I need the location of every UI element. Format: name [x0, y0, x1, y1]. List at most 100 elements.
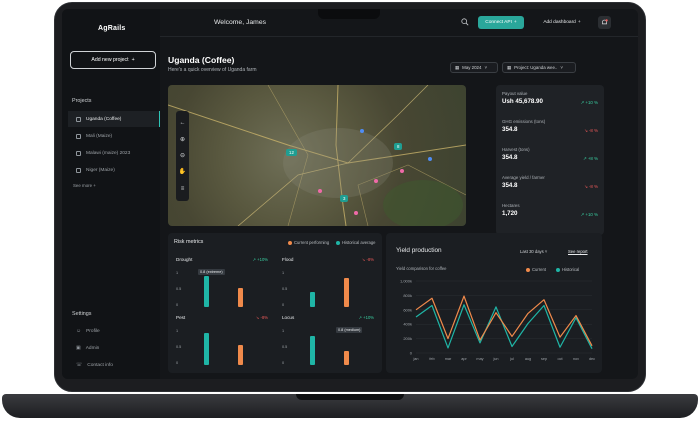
connect-api-button[interactable]: Connect API + — [478, 16, 524, 29]
x-tick-label: mar — [445, 357, 452, 361]
cluster-count: 12 — [289, 150, 294, 155]
risk-name: Pest — [176, 315, 186, 320]
y-tick-label: 1,000k — [400, 279, 412, 284]
historical-bar[interactable] — [310, 291, 315, 307]
farm-map[interactable]: ← ⊕ ⊖ ✋ ≡ 12 8 3 — [168, 85, 466, 226]
add-project-button[interactable]: Add new project + — [70, 51, 156, 69]
laptop-base-notch — [296, 394, 404, 400]
sidebar-item-label: Profile — [86, 328, 100, 334]
sliders-icon[interactable]: ≡ — [180, 185, 185, 192]
x-tick-label: oct — [557, 357, 563, 361]
map-pin-icon[interactable] — [400, 169, 404, 173]
legend-swatch — [336, 240, 340, 245]
zoom-out-icon[interactable]: ⊖ — [179, 152, 186, 159]
sidebar-item-uganda[interactable]: Uganda (Coffee) — [68, 111, 160, 127]
phone-icon: ☏ — [76, 362, 83, 368]
kpi-payout: Payout value Ush 45,678.90 ↗ +10 % — [502, 91, 598, 105]
see-report-link[interactable]: See report — [568, 249, 588, 254]
x-tick-label: jun — [492, 357, 498, 361]
plus-icon: + — [513, 20, 517, 25]
date-filter[interactable]: ▦ May 2024 ˅ — [450, 62, 498, 73]
period-value: Last 30 days — [520, 249, 544, 254]
add-dashboard-button[interactable]: Add dashboard + — [536, 16, 588, 29]
series-line-historical[interactable] — [415, 304, 593, 349]
legend-label: Historical average — [342, 240, 376, 245]
current-bar[interactable] — [344, 278, 349, 307]
project-filter[interactable]: ▦ Project: Uganda wee.. ˅ — [502, 62, 576, 73]
see-more-link[interactable]: See more + — [73, 183, 96, 188]
welcome-text: Welcome, James — [214, 19, 266, 26]
calendar-icon: ▦ — [455, 64, 460, 70]
sidebar-item-niger[interactable]: Niger (Maize) — [68, 162, 160, 178]
folder-icon: ▦ — [507, 64, 512, 70]
risk-change: ↘ -8% — [255, 315, 268, 320]
sidebar-item-admin[interactable]: ▣ Admin — [68, 340, 160, 356]
top-bar: Welcome, James Connect API + Add dashboa… — [160, 9, 638, 37]
legend-label: Current — [532, 267, 546, 272]
camera-notch — [318, 9, 380, 19]
hand-pan-icon[interactable]: ✋ — [178, 169, 187, 176]
tick-label: 0 — [176, 361, 179, 365]
current-bar[interactable] — [238, 344, 243, 365]
map-cluster-marker[interactable]: 8 — [394, 143, 403, 150]
map-toolbar: ← ⊕ ⊖ ✋ ≡ — [176, 111, 189, 201]
app-logo[interactable]: AgRails — [98, 25, 126, 32]
sidebar-item-mali[interactable]: Mali (Maize) — [68, 128, 160, 144]
zoom-in-icon[interactable]: ⊕ — [179, 136, 186, 143]
kpi-change: ↘ -8 % — [584, 184, 598, 189]
x-tick-label: dec — [589, 357, 595, 361]
historical-bar[interactable] — [204, 332, 209, 365]
cluster-count: 8 — [397, 144, 400, 149]
series-line-current[interactable] — [415, 295, 593, 347]
map-pin-icon[interactable] — [318, 189, 322, 193]
sidebar-item-profile[interactable]: ☺ Profile — [68, 323, 160, 339]
kpi-label: Average yield / farmer — [502, 175, 545, 180]
kpi-value: 1,720 — [502, 210, 518, 217]
map-cluster-marker[interactable]: 12 — [286, 149, 297, 156]
map-pin-icon[interactable] — [428, 157, 432, 161]
legend-historical: Historical average — [336, 240, 376, 245]
sidebar-item-label: Uganda (Coffee) — [86, 116, 122, 122]
tick-label: 1 — [282, 271, 285, 275]
map-pin-icon[interactable] — [374, 179, 378, 183]
current-bar[interactable] — [238, 288, 243, 307]
kpi-change: ↗ +8 % — [582, 156, 598, 161]
search-icon[interactable] — [461, 18, 469, 26]
bar-tooltip: 0.8 (extreme) — [198, 269, 225, 275]
user-icon: ☺ — [76, 328, 82, 334]
kpi-value: 354.8 — [502, 182, 518, 189]
y-tick-label: 200k — [403, 336, 412, 341]
back-arrow-icon[interactable]: ← — [179, 120, 186, 127]
period-dropdown[interactable]: Last 30 days ˅ — [520, 249, 547, 254]
sidebar-item-contact[interactable]: ☏ Contact info — [68, 357, 160, 373]
kpi-change: ↗ +10 % — [580, 100, 598, 105]
x-tick-label: may — [476, 357, 483, 361]
x-tick-label: sep — [541, 357, 547, 361]
folder-icon — [76, 116, 81, 122]
kpi-ghg: GHG emissions (tons) 354.8 ↘ -8 % — [502, 119, 598, 133]
sidebar-item-label: Admin — [85, 345, 100, 351]
risk-metrics-title: Risk metrics — [174, 239, 204, 245]
legend-label: Current performing — [294, 240, 330, 245]
sidebar-item-malawi[interactable]: Malawi (maize) 2023 — [68, 145, 160, 161]
connect-api-label: Connect API — [485, 20, 512, 25]
historical-bar[interactable] — [310, 336, 315, 365]
add-project-label: Add new project — [91, 57, 129, 63]
kpi-change: ↘ -8 % — [584, 128, 598, 133]
map-pin-icon[interactable] — [360, 129, 364, 133]
yield-title: Yield production — [396, 247, 442, 254]
bell-icon — [602, 19, 608, 25]
historical-bar[interactable] — [204, 276, 209, 307]
map-pin-icon[interactable] — [354, 211, 358, 215]
map-cluster-marker[interactable]: 3 — [340, 195, 349, 202]
current-bar[interactable] — [344, 351, 349, 365]
notification-button[interactable] — [598, 16, 611, 29]
kpi-value: 354.8 — [502, 126, 518, 133]
legend-current: Current performing — [288, 240, 329, 245]
x-tick-label: aug — [525, 357, 531, 361]
kpi-label: Hectares — [502, 203, 520, 208]
y-tick-label: 600k — [403, 307, 412, 312]
bar-tooltip: 0.8 (medium) — [336, 327, 363, 333]
see-more-label: See more — [73, 183, 93, 188]
